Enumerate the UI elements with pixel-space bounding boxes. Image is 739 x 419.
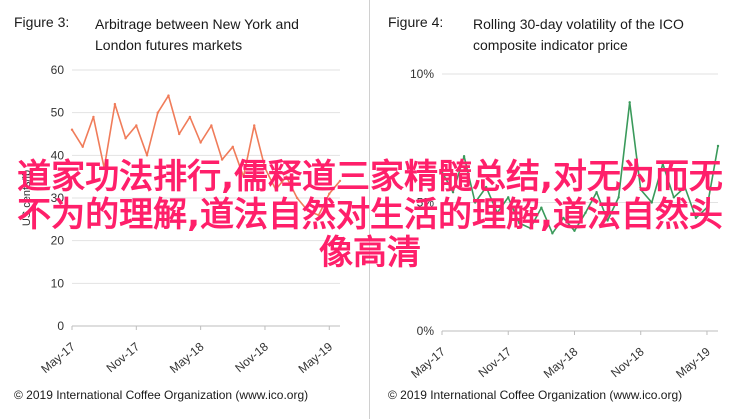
y-tick-label: 0% [417, 324, 435, 338]
series-line [441, 101, 719, 235]
series-line [71, 94, 341, 216]
data-point [92, 115, 95, 119]
data-point [188, 115, 192, 119]
figure-3-copyright: © 2019 International Coffee Organization… [14, 388, 309, 402]
data-point [606, 219, 609, 222]
y-tick-label: 40 [51, 148, 65, 162]
data-point [113, 102, 117, 106]
data-point [210, 124, 213, 127]
y-tick-label: 10 [51, 276, 65, 290]
data-point [518, 221, 521, 225]
data-point [617, 196, 620, 199]
data-point [124, 137, 127, 140]
data-point [295, 196, 299, 200]
data-point [473, 201, 477, 204]
y-tick-label: 20 [51, 234, 65, 248]
data-point [716, 144, 720, 148]
x-tick-label: May-19 [296, 339, 336, 376]
x-tick-label: May-18 [167, 339, 207, 376]
data-point [705, 206, 709, 209]
figure-4-title: Rolling 30-day volatility of the ICO com… [473, 16, 684, 53]
data-point [694, 216, 698, 220]
data-point [540, 206, 543, 209]
data-point [507, 196, 510, 199]
data-point [285, 175, 288, 178]
y-tick-label: 30 [51, 191, 65, 205]
data-point [242, 175, 245, 178]
overlay-watermark-text: 道家功法排行,儒释道三家精髓总结,对无为而无不为的理解,道法自然对生活的理解,道… [17, 157, 723, 273]
x-tick-label: Nov-17 [104, 339, 143, 375]
x-tick-label: May-19 [673, 344, 713, 381]
y-axis-title: US cents/lb [21, 170, 33, 226]
figure-3-panel: Figure 3: Arbitrage between New York and… [0, 0, 369, 419]
panel-divider [369, 0, 370, 419]
data-point [145, 154, 149, 157]
data-point [639, 188, 642, 191]
data-point [156, 111, 159, 114]
data-point [440, 170, 444, 173]
x-tick-label: Nov-17 [476, 344, 515, 380]
x-tick-label: Nov-18 [232, 339, 271, 375]
data-point [167, 94, 170, 97]
data-point [683, 185, 687, 189]
data-point [573, 229, 576, 232]
x-tick-label: May-17 [408, 344, 448, 381]
data-point [338, 179, 342, 183]
x-tick-label: Nov-18 [608, 344, 647, 380]
data-point [317, 213, 320, 217]
data-point [253, 124, 256, 127]
data-point [551, 232, 554, 235]
data-point [263, 166, 267, 170]
figure-3-chart: 0 10 20 30 40 50 60 May-17 Nov-17 May-18 Nov-18 May… [21, 63, 342, 376]
data-point [199, 141, 202, 144]
y-tick-label: 10% [410, 67, 434, 81]
data-point [306, 209, 310, 212]
x-tick-label: May-18 [541, 344, 581, 381]
data-point [70, 128, 74, 131]
data-point [462, 155, 466, 158]
y-tick-label: 5% [417, 196, 435, 210]
data-point [628, 101, 631, 104]
data-point [102, 166, 106, 170]
data-point [584, 211, 587, 214]
y-tick-label: 60 [51, 63, 65, 77]
figure-4-label: Figure 4: [388, 14, 444, 30]
data-point [484, 185, 488, 189]
data-point [661, 162, 664, 166]
data-point [562, 216, 565, 220]
data-point [451, 191, 455, 194]
data-point [274, 188, 277, 191]
y-tick-label: 0 [57, 319, 64, 333]
y-tick-label: 50 [51, 106, 65, 120]
data-point [231, 145, 234, 148]
data-point [135, 124, 138, 127]
data-point [529, 227, 532, 230]
data-point [650, 201, 653, 204]
data-point [220, 158, 224, 161]
figure-4-chart: 0% 5% 10% May-17 Nov-17 May-18 Nov-18 May-19 [408, 67, 720, 381]
data-point [178, 132, 181, 136]
data-point [672, 196, 676, 199]
data-point [328, 192, 331, 195]
x-tick-label: May-17 [38, 339, 78, 376]
figure-3-label: Figure 3: [14, 14, 70, 30]
data-point [496, 211, 499, 214]
data-point [595, 191, 598, 194]
data-point [81, 145, 84, 148]
figure-4-panel: Figure 4: Rolling 30-day volatility of t… [370, 0, 739, 419]
figure-4-copyright: © 2019 International Coffee Organization… [388, 388, 683, 402]
figure-3-title: Arbitrage between New York and London fu… [95, 16, 299, 53]
